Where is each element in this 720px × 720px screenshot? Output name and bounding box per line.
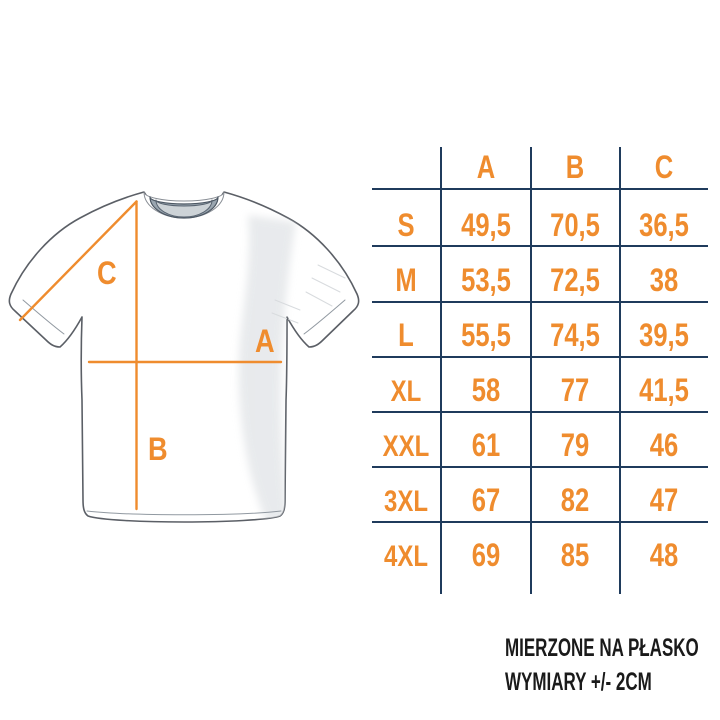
svg-text:XL: XL: [391, 373, 422, 407]
svg-text:70,5: 70,5: [550, 208, 600, 243]
svg-text:36,5: 36,5: [639, 208, 689, 243]
svg-text:77: 77: [561, 373, 589, 408]
svg-text:S: S: [397, 208, 414, 243]
svg-text:82: 82: [561, 483, 589, 518]
svg-text:74,5: 74,5: [550, 318, 600, 353]
svg-text:47: 47: [650, 483, 678, 518]
svg-text:55,5: 55,5: [461, 318, 511, 353]
svg-text:MIERZONE NA PŁASKO: MIERZONE NA PŁASKO: [505, 634, 699, 662]
svg-text:39,5: 39,5: [639, 318, 689, 353]
svg-text:48: 48: [650, 538, 678, 573]
svg-text:B: B: [566, 150, 584, 185]
svg-text:M: M: [395, 263, 416, 298]
svg-text:49,5: 49,5: [461, 208, 511, 243]
svg-text:38: 38: [650, 263, 678, 298]
svg-text:WYMIARY +/- 2CM: WYMIARY +/- 2CM: [505, 668, 652, 696]
svg-text:53,5: 53,5: [461, 263, 511, 298]
svg-text:72,5: 72,5: [550, 263, 600, 298]
svg-text:A: A: [477, 150, 496, 185]
svg-text:61: 61: [472, 428, 500, 463]
svg-text:69: 69: [472, 538, 500, 573]
svg-text:4XL: 4XL: [384, 538, 428, 572]
svg-text:58: 58: [472, 373, 500, 408]
svg-text:46: 46: [650, 428, 678, 463]
svg-text:C: C: [655, 150, 674, 185]
svg-text:41,5: 41,5: [639, 373, 689, 408]
svg-text:B: B: [148, 432, 168, 468]
svg-text:XXL: XXL: [383, 428, 430, 462]
svg-text:79: 79: [561, 428, 589, 463]
svg-text:85: 85: [561, 538, 589, 573]
svg-text:C: C: [97, 256, 117, 292]
svg-text:L: L: [398, 318, 414, 353]
svg-text:3XL: 3XL: [384, 483, 428, 517]
svg-text:67: 67: [472, 483, 500, 518]
svg-text:A: A: [255, 324, 275, 360]
